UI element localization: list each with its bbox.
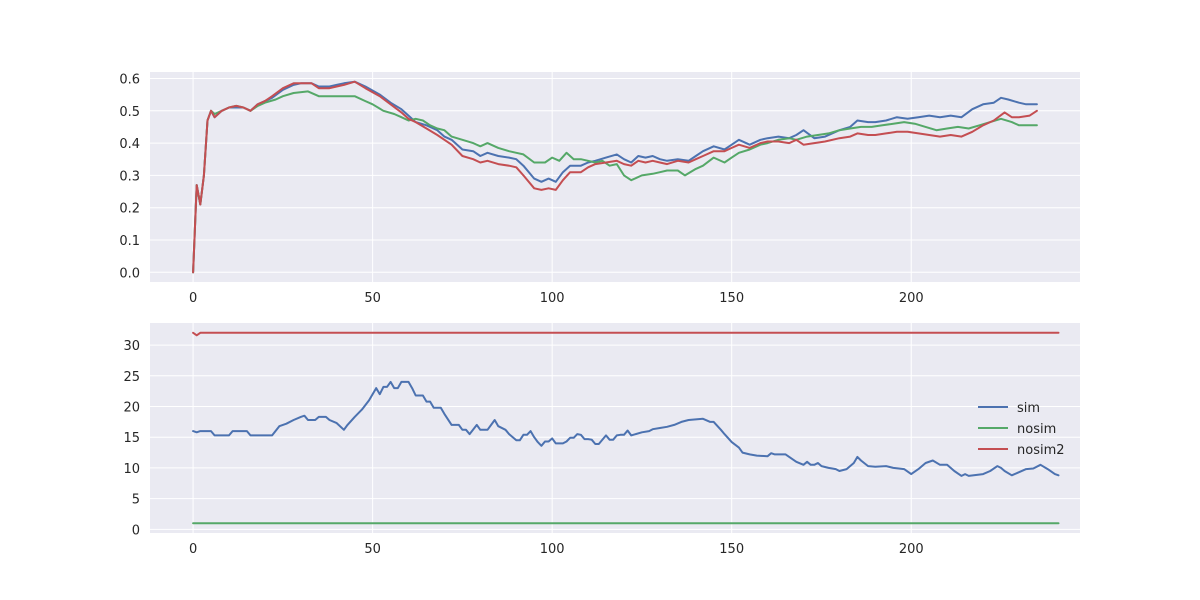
- x-tick-label: 150: [719, 542, 744, 557]
- y-tick-label: 0.2: [119, 202, 140, 217]
- x-tick-label: 150: [719, 291, 744, 306]
- x-tick-label: 100: [540, 542, 565, 557]
- x-tick-label: 200: [899, 291, 924, 306]
- x-tick-label: 200: [899, 542, 924, 557]
- top-line-chart: 0 50 100 150 200 0.0 0.1 0.2 0.3 0.4 0.5 0.6: [119, 72, 1080, 306]
- y-tick-label: 30: [123, 339, 140, 354]
- series-line-sim: [192, 380, 1060, 477]
- series-line-nosim: [192, 90, 1038, 274]
- legend-label-nosim: nosim: [1017, 422, 1056, 437]
- y-tick-label: 0.3: [119, 169, 140, 184]
- x-tick-label: 100: [540, 291, 565, 306]
- y-tick-label: 15: [123, 431, 140, 446]
- legend: sim nosim nosim2: [978, 401, 1065, 458]
- plot-area: [150, 72, 1080, 282]
- x-tick-label: 50: [364, 542, 381, 557]
- x-tick-label: 0: [189, 542, 197, 557]
- legend-label-nosim2: nosim2: [1017, 443, 1065, 458]
- y-tick-label: 5: [132, 493, 140, 508]
- bottom-line-chart: 0 50 100 150 200 0 5 10 15 20 25 30 sim nosim nosim2: [123, 323, 1080, 557]
- y-tick-label: 0.0: [119, 266, 140, 281]
- legend-label-sim: sim: [1017, 401, 1040, 416]
- y-tick-label: 25: [123, 370, 140, 385]
- y-tick-label: 0: [132, 523, 140, 538]
- y-tick-label: 0.6: [119, 72, 140, 87]
- y-tick-label: 20: [123, 401, 140, 416]
- x-tick-label: 0: [189, 291, 197, 306]
- y-tick-label: 0.4: [119, 137, 140, 152]
- series-line-nosim2: [192, 331, 1060, 337]
- plot-area: [150, 323, 1080, 533]
- y-tick-label: 10: [123, 462, 140, 477]
- series-line-nosim2: [192, 80, 1038, 274]
- series-line-sim: [192, 80, 1038, 274]
- x-tick-label: 50: [364, 291, 381, 306]
- y-tick-label: 0.1: [119, 234, 140, 249]
- y-tick-label: 0.5: [119, 105, 140, 120]
